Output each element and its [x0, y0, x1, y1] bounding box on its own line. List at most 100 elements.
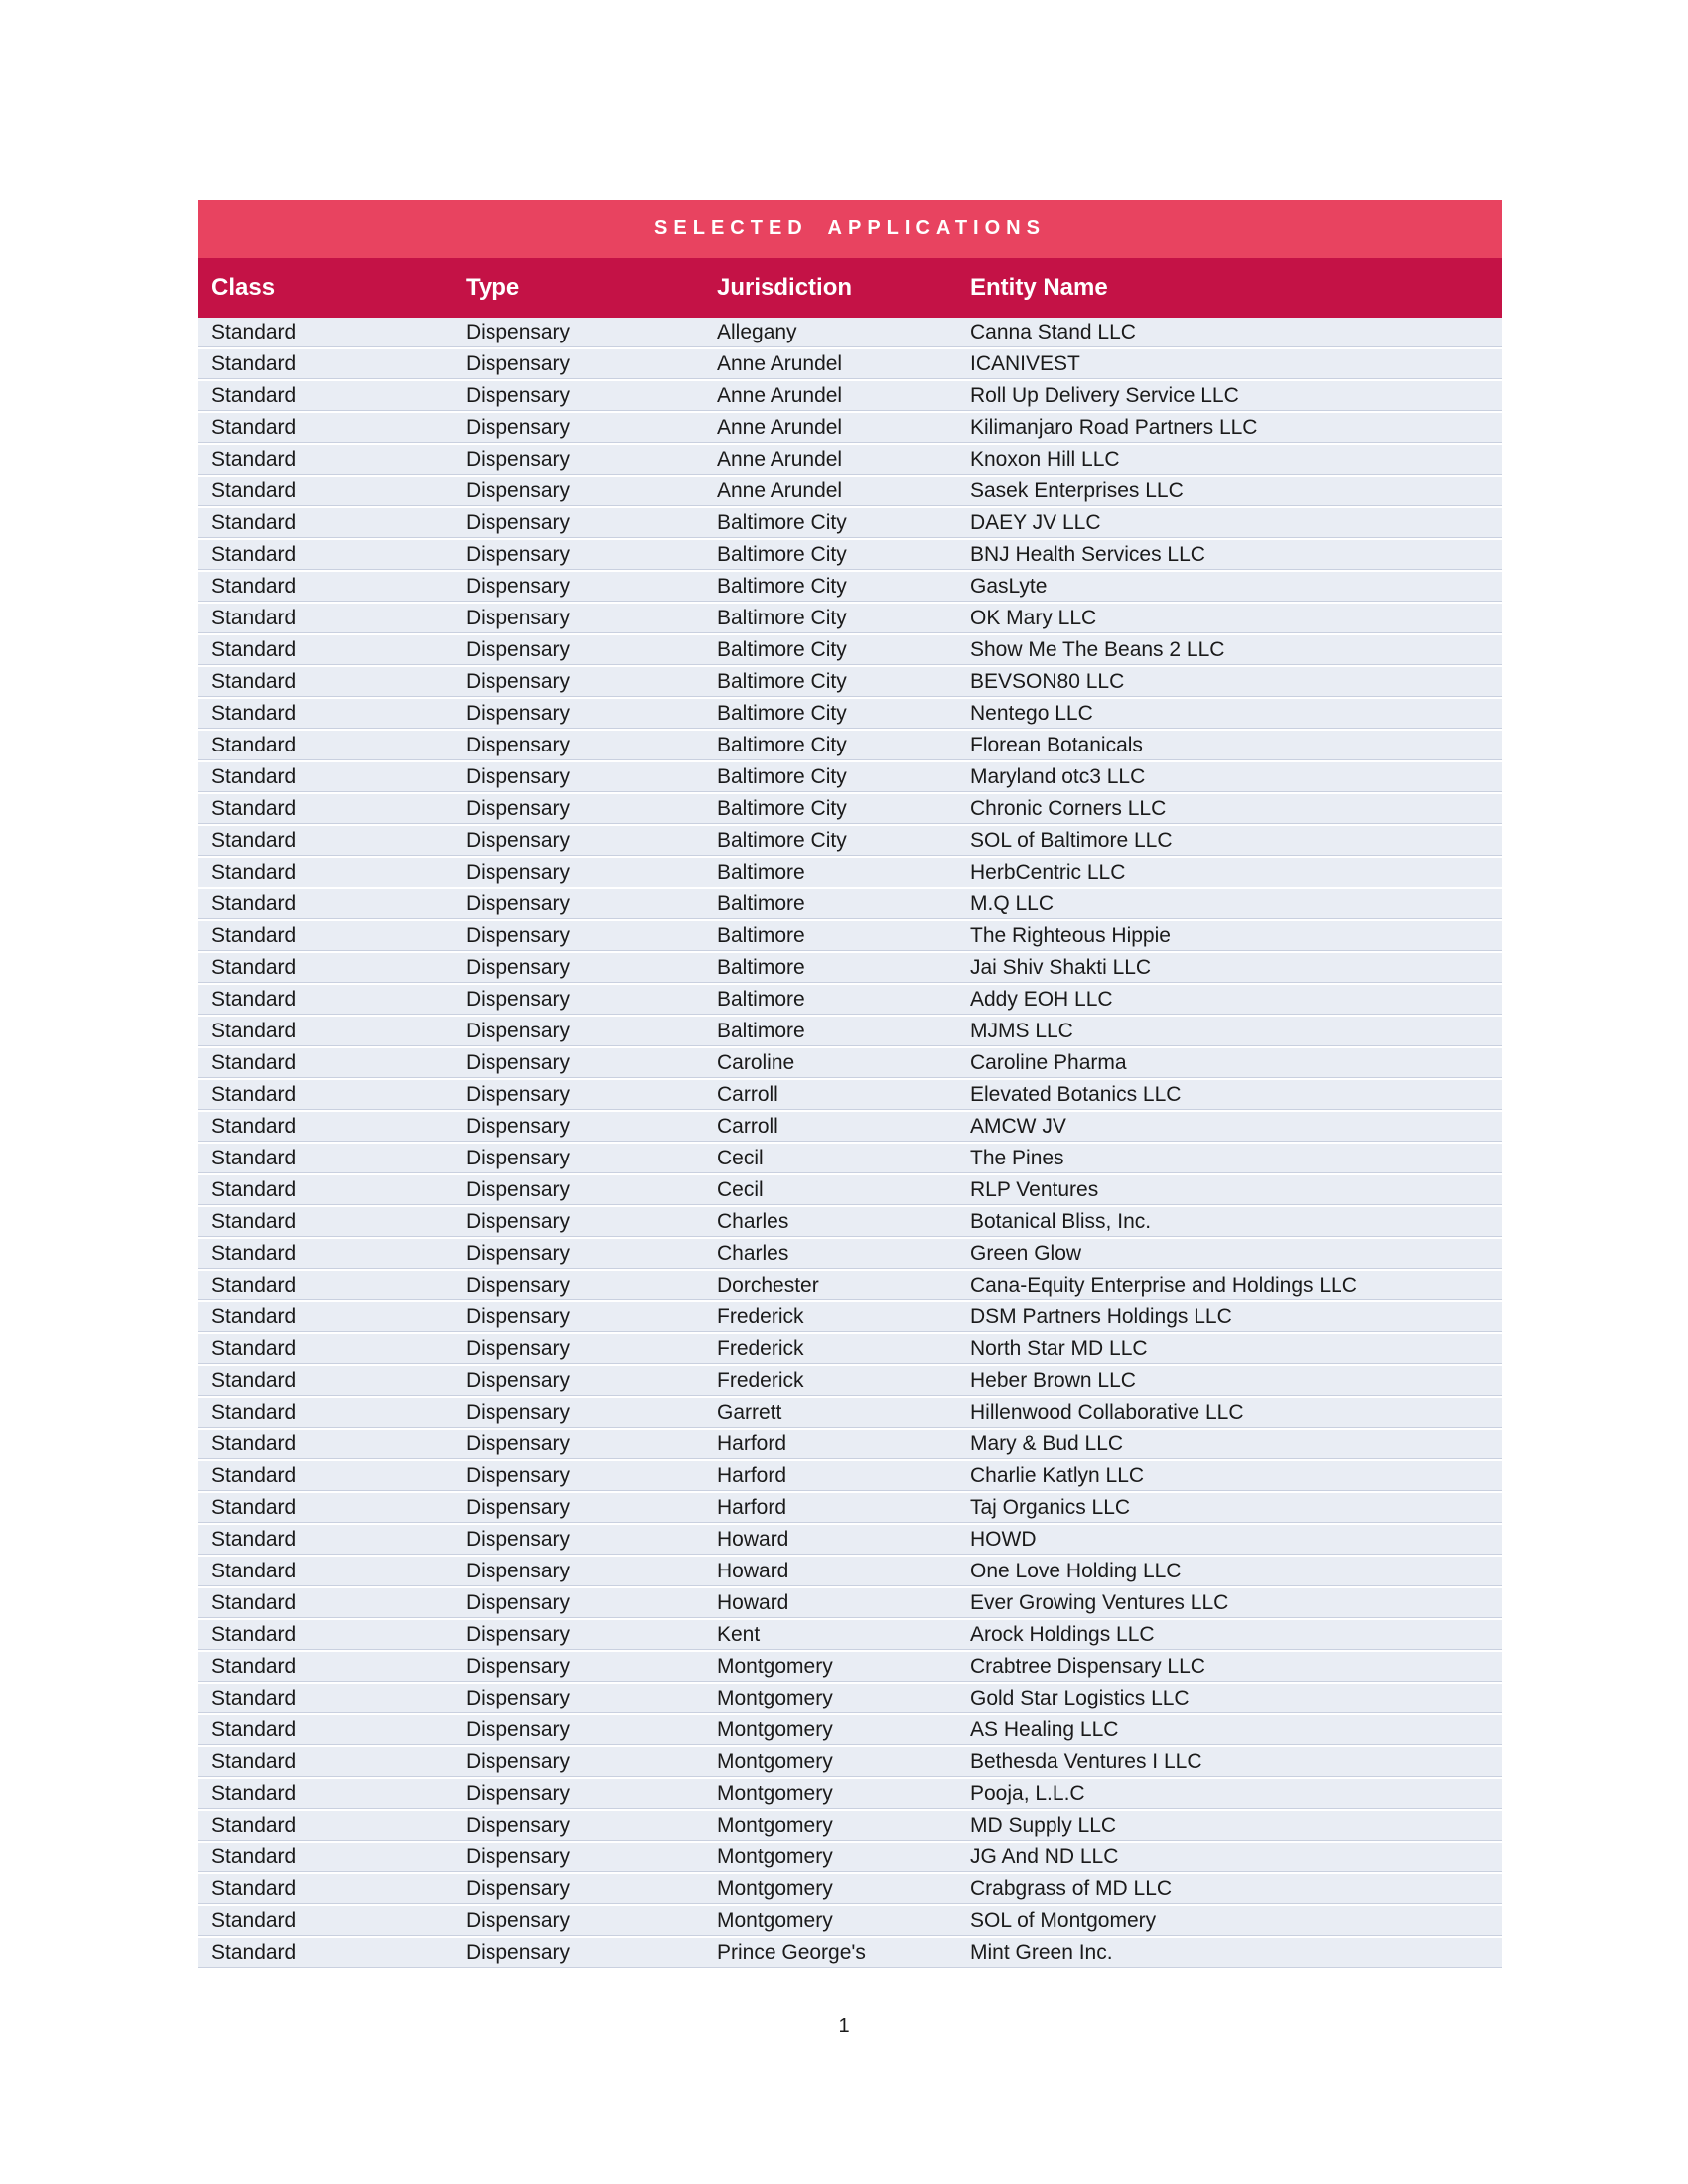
- cell-jurisdiction: Montgomery: [717, 1781, 833, 1805]
- cell-jurisdiction: Howard: [717, 1590, 789, 1614]
- table-row: Standard Dispensary Montgomery JG And ND…: [198, 1843, 1502, 1872]
- cell-jurisdiction: Howard: [717, 1527, 789, 1551]
- cell-type: Dispensary: [466, 1368, 571, 1392]
- table-row: Standard Dispensary Anne Arundel Sasek E…: [198, 477, 1502, 506]
- cell-class: Standard: [211, 1400, 297, 1424]
- table-row: Standard Dispensary Harford Mary & Bud L…: [198, 1430, 1502, 1459]
- cell-jurisdiction: Baltimore: [717, 860, 805, 884]
- cell-entity-name: Botanical Bliss, Inc.: [970, 1209, 1152, 1233]
- table-row: Standard Dispensary Kent Arock Holdings …: [198, 1620, 1502, 1650]
- cell-entity-name: Heber Brown LLC: [970, 1368, 1136, 1392]
- cell-class: Standard: [211, 383, 297, 407]
- cell-class: Standard: [211, 955, 297, 979]
- cell-jurisdiction: Baltimore City: [717, 606, 847, 629]
- cell-type: Dispensary: [466, 574, 571, 598]
- cell-type: Dispensary: [466, 1400, 571, 1424]
- cell-jurisdiction: Harford: [717, 1495, 787, 1519]
- cell-entity-name: Elevated Botanics LLC: [970, 1082, 1182, 1106]
- table-row: Standard Dispensary Montgomery Gold Star…: [198, 1684, 1502, 1713]
- table-row: Standard Dispensary Montgomery Crabgrass…: [198, 1874, 1502, 1904]
- cell-class: Standard: [211, 1717, 297, 1741]
- cell-jurisdiction: Baltimore City: [717, 701, 847, 725]
- cell-class: Standard: [211, 860, 297, 884]
- cell-entity-name: AS Healing LLC: [970, 1717, 1119, 1741]
- cell-type: Dispensary: [466, 447, 571, 471]
- cell-entity-name: HerbCentric LLC: [970, 860, 1126, 884]
- table-row: Standard Dispensary Anne Arundel Roll Up…: [198, 381, 1502, 411]
- cell-type: Dispensary: [466, 1336, 571, 1360]
- cell-jurisdiction: Anne Arundel: [717, 383, 843, 407]
- cell-type: Dispensary: [466, 1781, 571, 1805]
- table-row: Standard Dispensary Montgomery Pooja, L.…: [198, 1779, 1502, 1809]
- cell-jurisdiction: Montgomery: [717, 1654, 833, 1678]
- cell-class: Standard: [211, 447, 297, 471]
- cell-entity-name: Florean Botanicals: [970, 733, 1143, 756]
- cell-class: Standard: [211, 1686, 297, 1709]
- cell-jurisdiction: Dorchester: [717, 1273, 819, 1297]
- cell-jurisdiction: Baltimore: [717, 987, 805, 1011]
- table-row: Standard Dispensary Montgomery MD Supply…: [198, 1811, 1502, 1841]
- cell-class: Standard: [211, 606, 297, 629]
- table-row: Standard Dispensary Montgomery Crabtree …: [198, 1652, 1502, 1682]
- cell-entity-name: Mint Green Inc.: [970, 1940, 1113, 1964]
- table-row: Standard Dispensary Baltimore City Chron…: [198, 794, 1502, 824]
- table-row: Standard Dispensary Caroline Caroline Ph…: [198, 1048, 1502, 1078]
- cell-class: Standard: [211, 923, 297, 947]
- cell-entity-name: Gold Star Logistics LLC: [970, 1686, 1190, 1709]
- table-row: Standard Dispensary Anne Arundel Knoxon …: [198, 445, 1502, 475]
- cell-jurisdiction: Allegany: [717, 320, 797, 343]
- table-row: Standard Dispensary Frederick Heber Brow…: [198, 1366, 1502, 1396]
- column-header-class: Class: [211, 274, 276, 301]
- page-title: SELECTED APPLICATIONS: [654, 217, 1046, 239]
- cell-entity-name: MD Supply LLC: [970, 1813, 1117, 1837]
- cell-entity-name: Kilimanjaro Road Partners LLC: [970, 415, 1258, 439]
- cell-class: Standard: [211, 701, 297, 725]
- cell-entity-name: Arock Holdings LLC: [970, 1622, 1155, 1646]
- cell-type: Dispensary: [466, 1177, 571, 1201]
- cell-jurisdiction: Baltimore City: [717, 828, 847, 852]
- cell-entity-name: BEVSON80 LLC: [970, 669, 1125, 693]
- cell-type: Dispensary: [466, 1686, 571, 1709]
- cell-jurisdiction: Anne Arundel: [717, 351, 843, 375]
- cell-class: Standard: [211, 415, 297, 439]
- table-row: Standard Dispensary Carroll AMCW JV: [198, 1112, 1502, 1142]
- cell-type: Dispensary: [466, 764, 571, 788]
- cell-entity-name: The Pines: [970, 1146, 1064, 1169]
- cell-entity-name: OK Mary LLC: [970, 606, 1097, 629]
- cell-type: Dispensary: [466, 1844, 571, 1868]
- table-row: Standard Dispensary Baltimore City DAEY …: [198, 508, 1502, 538]
- cell-entity-name: HOWD: [970, 1527, 1037, 1551]
- table-body: Standard Dispensary Allegany Canna Stand…: [198, 318, 1502, 1968]
- cell-entity-name: Ever Growing Ventures LLC: [970, 1590, 1229, 1614]
- cell-type: Dispensary: [466, 542, 571, 566]
- cell-jurisdiction: Montgomery: [717, 1717, 833, 1741]
- table-row: Standard Dispensary Baltimore City OK Ma…: [198, 604, 1502, 633]
- cell-class: Standard: [211, 1336, 297, 1360]
- cell-type: Dispensary: [466, 1940, 571, 1964]
- cell-entity-name: Knoxon Hill LLC: [970, 447, 1120, 471]
- page-number: 1: [838, 2015, 850, 2037]
- cell-entity-name: Charlie Katlyn LLC: [970, 1463, 1145, 1487]
- cell-jurisdiction: Cecil: [717, 1146, 764, 1169]
- cell-type: Dispensary: [466, 1241, 571, 1265]
- cell-entity-name: SOL of Montgomery: [970, 1908, 1157, 1932]
- cell-class: Standard: [211, 510, 297, 534]
- cell-entity-name: RLP Ventures: [970, 1177, 1099, 1201]
- column-header-type: Type: [466, 274, 520, 301]
- cell-jurisdiction: Baltimore City: [717, 669, 847, 693]
- cell-entity-name: BNJ Health Services LLC: [970, 542, 1205, 566]
- cell-entity-name: Nentego LLC: [970, 701, 1093, 725]
- cell-class: Standard: [211, 320, 297, 343]
- table-row: Standard Dispensary Allegany Canna Stand…: [198, 318, 1502, 347]
- table-row: Standard Dispensary Howard Ever Growing …: [198, 1588, 1502, 1618]
- column-header-row: Class Type Jurisdiction Entity Name: [198, 258, 1502, 318]
- cell-entity-name: DAEY JV LLC: [970, 510, 1101, 534]
- cell-type: Dispensary: [466, 701, 571, 725]
- cell-jurisdiction: Garrett: [717, 1400, 782, 1424]
- cell-class: Standard: [211, 987, 297, 1011]
- cell-type: Dispensary: [466, 351, 571, 375]
- cell-entity-name: Crabtree Dispensary LLC: [970, 1654, 1205, 1678]
- table-title-banner: SELECTED APPLICATIONS: [198, 200, 1502, 258]
- table-row: Standard Dispensary Baltimore City Show …: [198, 635, 1502, 665]
